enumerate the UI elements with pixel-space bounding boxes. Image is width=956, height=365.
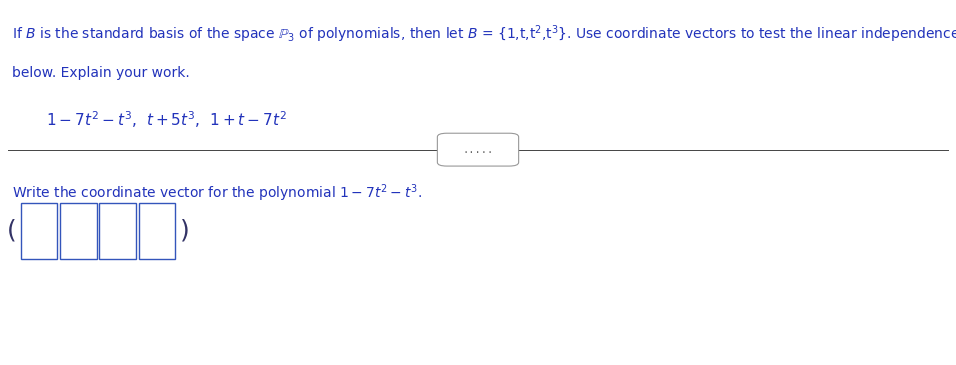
Text: If $\it{B}$ is the standard basis of the space $\mathbb{P}_3$ of polynomials, th: If $\it{B}$ is the standard basis of the… [12, 24, 956, 45]
Bar [139, 203, 175, 259]
Bar [60, 203, 97, 259]
Bar [21, 203, 57, 259]
Text: Write the coordinate vector for the polynomial $1 - 7t^2 - t^3$.: Write the coordinate vector for the poly… [12, 182, 423, 204]
Text: $1 - 7t^2 - t^3$,  $t + 5t^3$,  $1 + t - 7t^2$: $1 - 7t^2 - t^3$, $t + 5t^3$, $1 + t - 7… [46, 110, 287, 130]
FancyBboxPatch shape [437, 133, 518, 166]
Text: ): ) [180, 219, 189, 243]
Text: .....: ..... [463, 145, 493, 155]
Text: below. Explain your work.: below. Explain your work. [12, 66, 190, 80]
Bar [99, 203, 136, 259]
Text: (: ( [7, 219, 16, 243]
